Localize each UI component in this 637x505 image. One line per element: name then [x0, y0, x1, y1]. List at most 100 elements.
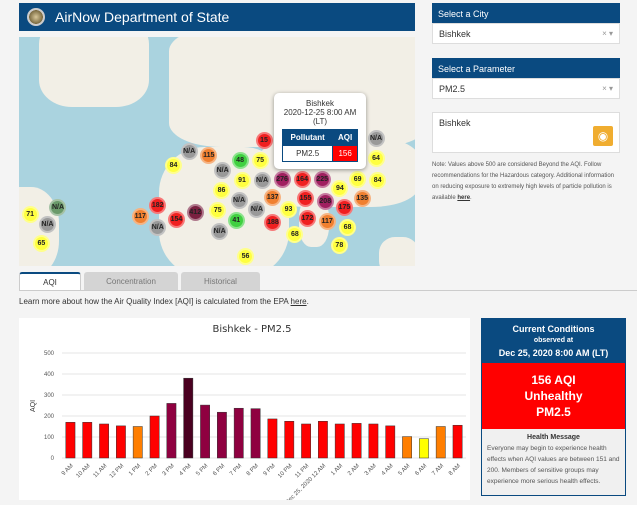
learn-more-link[interactable]: here — [290, 297, 307, 306]
aqi-marker[interactable]: 117 — [131, 208, 149, 226]
bar[interactable] — [368, 423, 379, 459]
bar[interactable] — [82, 422, 93, 459]
aqi-marker[interactable]: 15 — [255, 131, 273, 149]
aqi-marker[interactable]: 154 — [167, 211, 185, 229]
bar[interactable] — [284, 421, 295, 459]
x-tick-label: 3 AM — [364, 463, 378, 477]
parameter-select[interactable]: PM2.5 × ▾ — [432, 78, 620, 99]
bar[interactable] — [65, 422, 76, 459]
aqi-marker[interactable]: N/A — [214, 161, 232, 179]
aqi-marker[interactable]: 41 — [227, 211, 245, 229]
popup-datetime: 2020-12-25 8:00 AM — [283, 108, 357, 117]
aqi-marker[interactable]: 68 — [339, 219, 357, 237]
aqi-marker[interactable]: 78 — [330, 237, 348, 255]
bar[interactable] — [200, 404, 210, 459]
bar[interactable] — [116, 425, 126, 459]
tab-aqi[interactable]: AQI — [19, 272, 81, 291]
bar[interactable] — [267, 418, 278, 459]
aqi-marker[interactable]: 117 — [318, 213, 336, 231]
city-info-name: Bishkek — [439, 118, 471, 128]
bar[interactable] — [419, 438, 429, 459]
aqi-marker[interactable]: N/A — [38, 216, 56, 234]
y-tick-label: 400 — [44, 372, 55, 378]
aqi-marker[interactable]: 69 — [349, 170, 367, 188]
bar[interactable] — [99, 423, 109, 459]
aqi-marker[interactable]: 93 — [280, 200, 298, 218]
aqi-marker[interactable]: 56 — [237, 248, 254, 265]
popup-col-aqi: AQI — [332, 129, 358, 146]
aqi-marker[interactable]: 64 — [367, 149, 385, 167]
aqi-marker[interactable]: 71 — [21, 206, 39, 224]
note-link[interactable]: here — [457, 195, 471, 201]
tab-concentration[interactable]: Concentration — [84, 272, 178, 291]
aqi-marker[interactable]: N/A — [367, 129, 385, 147]
aqi-marker[interactable]: 68 — [286, 225, 304, 243]
bar[interactable] — [385, 425, 396, 459]
bar[interactable] — [402, 436, 412, 459]
x-tick-label: 7 PM — [229, 463, 243, 477]
current-category: Unhealthy — [524, 389, 583, 403]
aqi-marker[interactable]: 172 — [298, 210, 316, 228]
aqi-marker[interactable]: 75 — [209, 201, 227, 219]
aqi-marker[interactable]: 135 — [353, 190, 371, 208]
observed-datetime: Dec 25, 2020 8:00 AM (LT) — [498, 348, 609, 358]
health-message-title: Health Message — [527, 434, 580, 441]
tab-historical[interactable]: Historical — [181, 272, 260, 291]
aqi-marker[interactable]: N/A — [230, 191, 248, 209]
aqi-marker[interactable]: 94 — [331, 179, 349, 197]
tab-divider — [19, 290, 637, 291]
aqi-marker[interactable]: N/A — [211, 222, 229, 240]
bar[interactable] — [132, 426, 143, 459]
learn-end: . — [306, 297, 309, 306]
aqi-marker[interactable]: 115 — [200, 147, 218, 165]
city-select[interactable]: Bishkek × ▾ — [432, 23, 620, 44]
aqi-marker[interactable]: 75 — [251, 151, 269, 169]
bar[interactable] — [334, 423, 345, 459]
rss-feed-icon[interactable]: ◉ — [593, 126, 613, 146]
aqi-marker[interactable]: 48 — [231, 151, 249, 169]
x-tick-label: 2 PM — [145, 463, 159, 477]
aqi-marker[interactable]: 91 — [233, 171, 251, 189]
aqi-marker[interactable]: N/A — [248, 200, 266, 218]
x-tick-label: 10 PM — [277, 463, 294, 480]
aqi-marker[interactable]: N/A — [149, 218, 167, 236]
aqi-marker[interactable]: 208 — [316, 193, 334, 211]
aqi-marker[interactable]: N/A — [49, 199, 67, 217]
aqi-marker[interactable]: 84 — [369, 172, 387, 190]
chart-svg: Bishkek - PM2.5 AQI 0 100 200 300 400 500 9 AM… — [30, 324, 466, 505]
bar[interactable] — [318, 421, 328, 459]
aqi-marker[interactable]: 164 — [293, 170, 311, 188]
y-axis-label: AQI — [30, 400, 37, 412]
bar[interactable] — [301, 423, 311, 459]
aqi-marker[interactable]: N/A — [253, 171, 271, 189]
bar[interactable] — [217, 411, 227, 459]
aqi-marker[interactable]: N/A — [180, 143, 198, 161]
x-tick-label: 4 AM — [381, 463, 395, 477]
y-tick-label: 100 — [44, 435, 55, 441]
bar[interactable] — [233, 407, 244, 459]
aqi-marker[interactable]: 182 — [149, 197, 167, 215]
bar[interactable] — [149, 415, 160, 459]
aqi-marker[interactable]: 155 — [297, 190, 314, 208]
bar[interactable] — [351, 423, 362, 459]
aqi-marker[interactable]: 225 — [313, 170, 331, 188]
aqi-marker[interactable]: 84 — [165, 157, 182, 174]
aqi-marker[interactable]: 65 — [32, 235, 50, 253]
clear-icon[interactable]: × — [602, 29, 607, 38]
aqi-marker[interactable]: 86 — [213, 181, 230, 199]
aqi-marker[interactable]: 188 — [264, 213, 282, 231]
aqi-marker[interactable]: 175 — [335, 199, 353, 217]
chevron-down-icon[interactable]: ▾ — [608, 29, 613, 38]
clear-icon[interactable]: × — [602, 84, 607, 93]
aqi-marker[interactable]: 412 — [186, 204, 204, 222]
bar[interactable] — [452, 424, 463, 459]
aqi-marker[interactable]: 276 — [273, 170, 291, 188]
x-tick-label: 1 PM — [128, 463, 142, 477]
aqi-marker[interactable]: 137 — [264, 188, 282, 206]
bar[interactable] — [183, 377, 194, 459]
bar[interactable] — [166, 403, 177, 459]
bar[interactable] — [435, 426, 446, 459]
chevron-down-icon[interactable]: ▾ — [608, 84, 613, 93]
map[interactable]: N/A 115 84 75 48 N/A 91 N/A N/A 86 75 41 N/A 412 182 11… — [19, 37, 415, 266]
bar[interactable] — [250, 408, 261, 459]
